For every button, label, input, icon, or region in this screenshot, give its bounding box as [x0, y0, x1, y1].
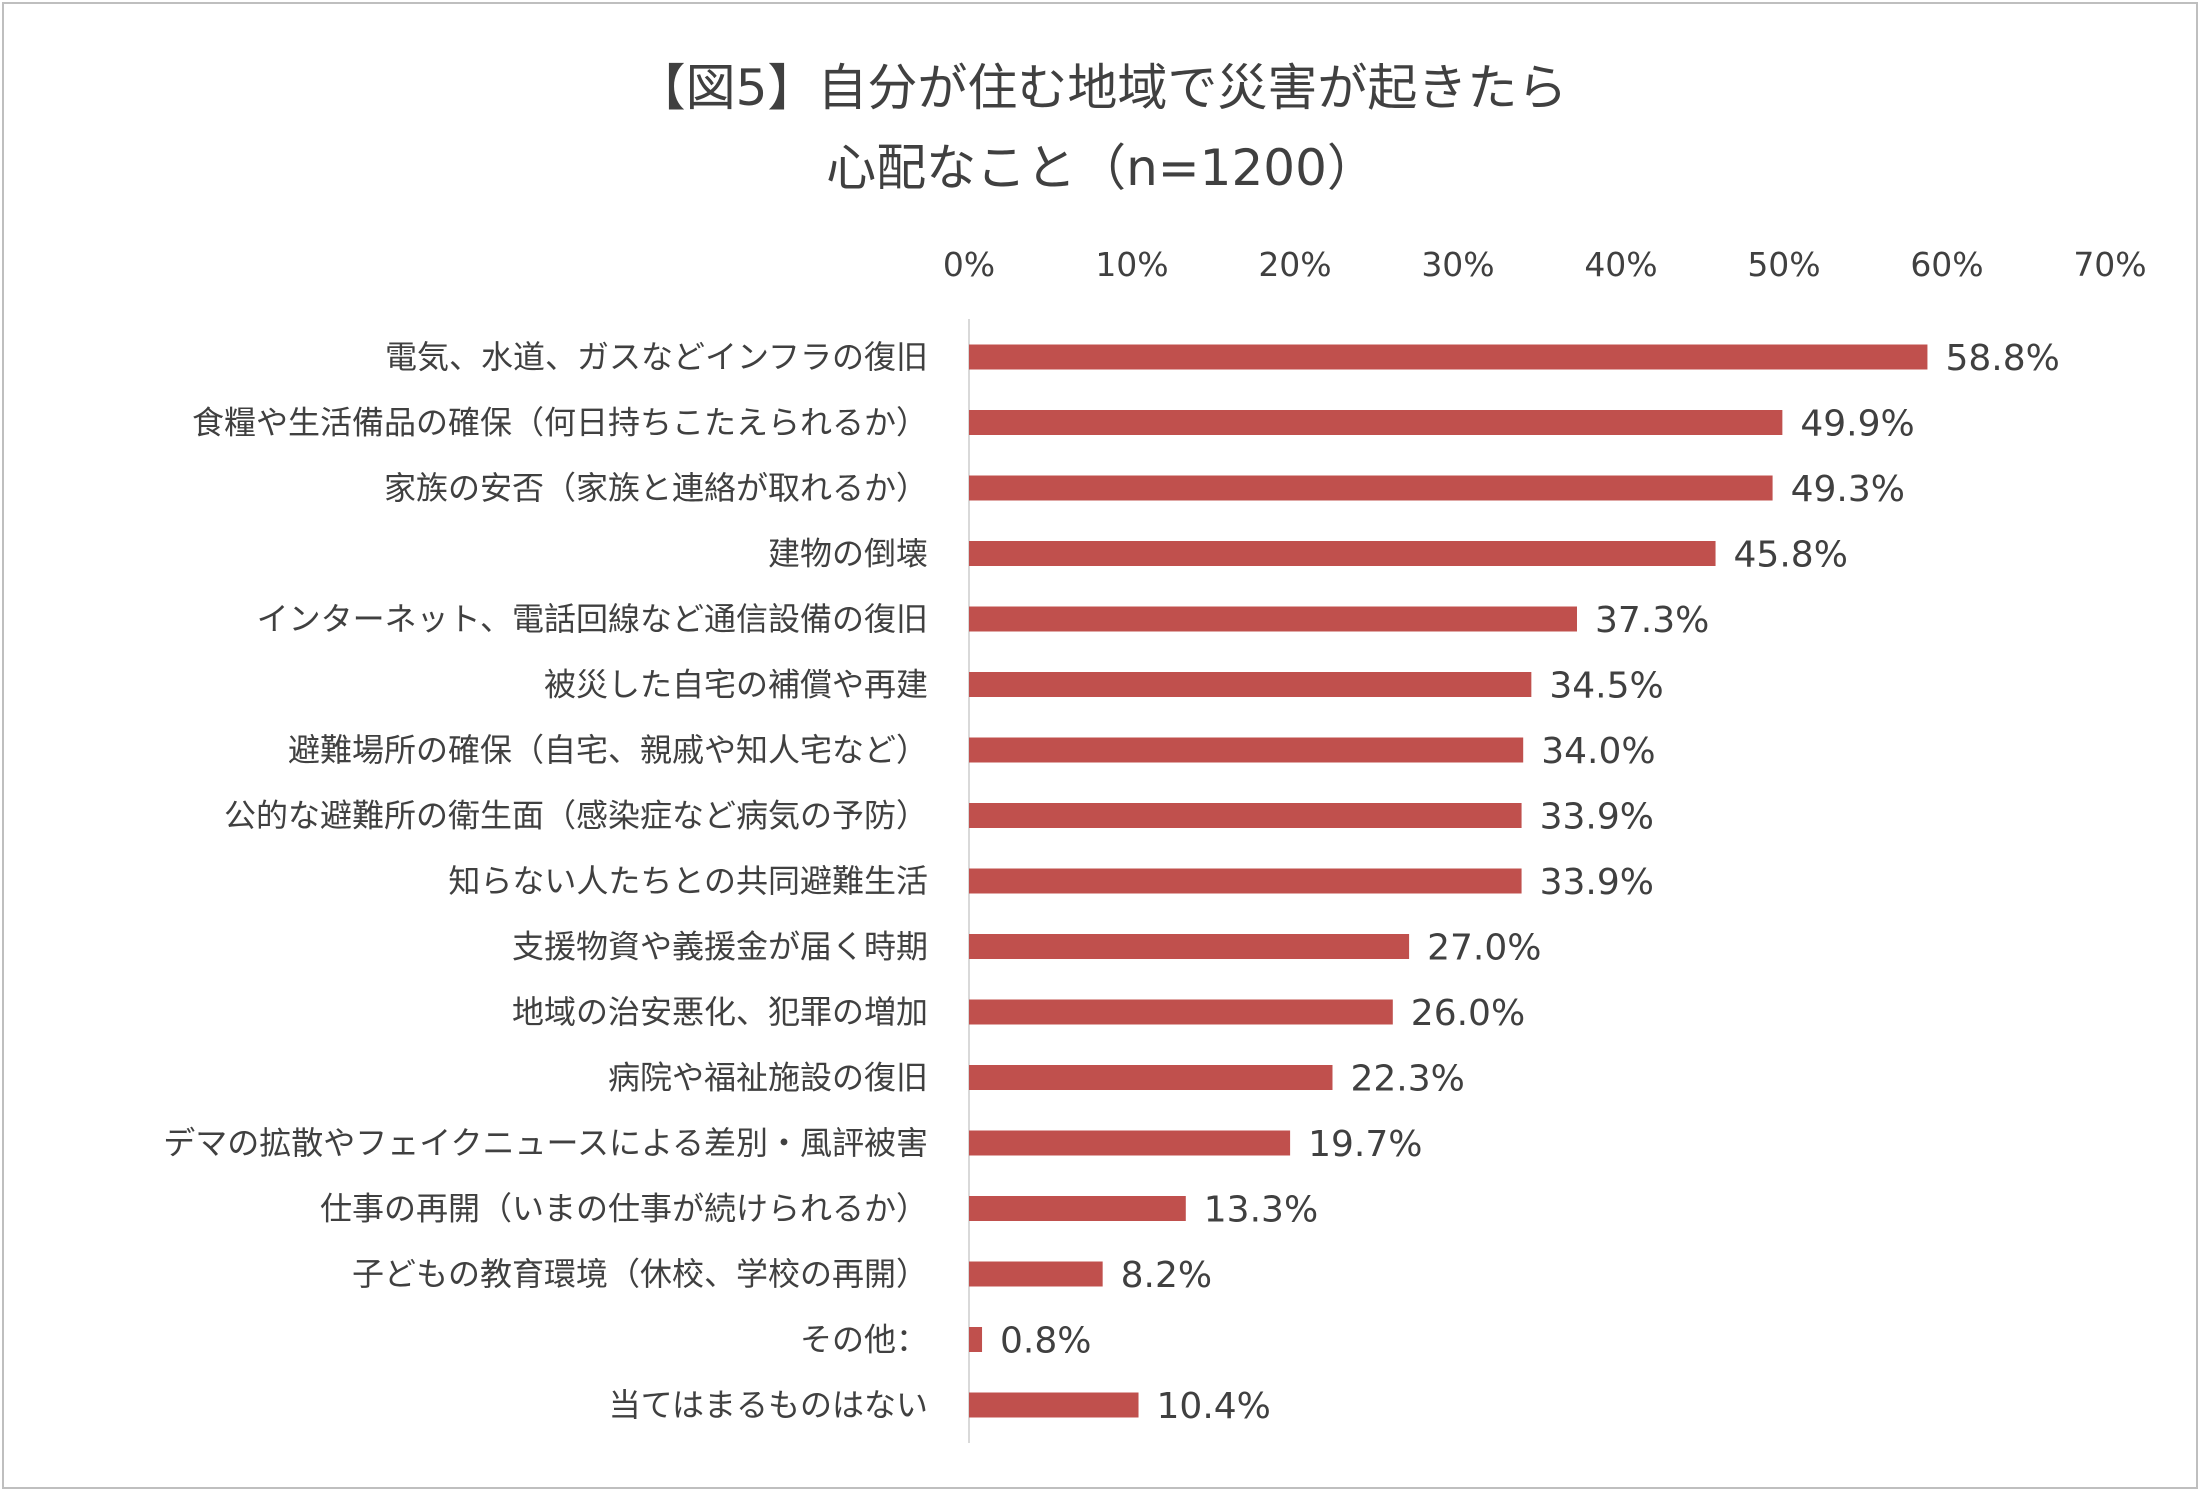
x-tick-label: 30%	[1421, 245, 1494, 284]
category-label: 病院や福祉施設の復旧	[608, 1059, 928, 1097]
category-label: 仕事の再開（いまの仕事が続けられるか）	[320, 1190, 928, 1228]
x-tick-label: 10%	[1095, 245, 1168, 284]
category-label: 家族の安否（家族と連絡が取れるか）	[384, 469, 928, 507]
x-tick-label: 70%	[2073, 245, 2146, 284]
data-label: 8.2%	[1121, 1255, 1212, 1296]
category-label: 食糧や生活備品の確保（何日持ちこたえられるか）	[192, 404, 928, 442]
data-label: 10.4%	[1157, 1386, 1271, 1427]
data-label: 45.8%	[1734, 535, 1848, 576]
bar	[969, 672, 1532, 697]
data-label: 26.0%	[1411, 993, 1525, 1034]
x-tick-label: 60%	[1910, 245, 1983, 284]
data-label: 13.3%	[1204, 1190, 1318, 1231]
category-label: デマの拡散やフェイクニュースによる差別・風評被害	[163, 1124, 928, 1162]
x-tick-label: 40%	[1584, 245, 1657, 284]
bar	[969, 410, 1783, 435]
bar	[969, 1196, 1186, 1221]
bar	[969, 344, 1928, 370]
bar	[969, 475, 1773, 501]
category-label: 建物の倒壊	[768, 535, 928, 573]
category-label: 公的な避難所の衛生面（感染症など病気の予防）	[224, 797, 928, 835]
category-label: 避難場所の確保（自宅、親戚や知人宅など）	[288, 731, 928, 769]
bar	[969, 1065, 1333, 1090]
category-label: 電気、水道、ガスなどインフラの復旧	[385, 338, 928, 376]
data-label: 34.5%	[1549, 666, 1663, 707]
data-label: 58.8%	[1945, 338, 2059, 379]
bar	[969, 803, 1522, 828]
category-label: 被災した自宅の補償や再建	[544, 666, 928, 704]
bar	[969, 737, 1524, 763]
data-label: 22.3%	[1350, 1059, 1464, 1100]
data-label: 27.0%	[1427, 928, 1541, 969]
bar	[969, 1327, 983, 1352]
category-label: 支援物資や義援金が届く時期	[512, 928, 928, 966]
data-label: 37.3%	[1595, 600, 1709, 641]
chart-title-line2: 心配なこと（n=1200）	[826, 139, 1377, 197]
x-tick-label: 20%	[1258, 245, 1331, 284]
category-label: 子どもの教育環境（休校、学校の再開）	[352, 1255, 928, 1293]
data-label: 33.9%	[1540, 797, 1654, 838]
category-label: その他：	[800, 1321, 928, 1359]
category-label: 地域の治安悪化、犯罪の増加	[512, 993, 928, 1031]
category-label: 当てはまるものはない	[609, 1386, 928, 1424]
data-label: 49.9%	[1800, 404, 1914, 445]
category-label: インターネット、電話回線など通信設備の復旧	[257, 600, 928, 638]
x-tick-label: 50%	[1747, 245, 1820, 284]
bar	[969, 868, 1522, 894]
data-label: 0.8%	[1000, 1321, 1091, 1362]
bar	[969, 999, 1393, 1025]
x-tick-label: 0%	[943, 245, 995, 284]
bar	[969, 606, 1577, 632]
bar	[969, 541, 1716, 566]
data-label: 19.7%	[1308, 1124, 1422, 1165]
bar	[969, 934, 1410, 959]
data-label: 49.3%	[1791, 469, 1905, 510]
data-label: 34.0%	[1541, 731, 1655, 772]
category-label: 知らない人たちとの共同避難生活	[448, 862, 928, 900]
bar	[969, 1261, 1103, 1287]
bar	[969, 1392, 1139, 1418]
data-label: 33.9%	[1540, 862, 1654, 903]
bar	[969, 1130, 1291, 1156]
chart-title-line1: 【図5】自分が住む地域で災害が起きたら	[635, 59, 1568, 117]
